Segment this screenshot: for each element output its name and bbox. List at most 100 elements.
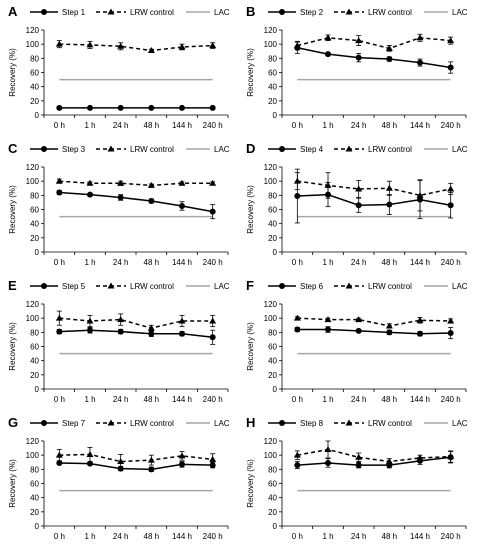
data-point — [294, 462, 301, 469]
data-point — [56, 104, 63, 111]
x-tick-label: 48 h — [382, 532, 398, 541]
x-tick-label: 240 h — [441, 532, 461, 541]
legend-marker-step — [279, 9, 285, 15]
legend-text-step: Step 5 — [62, 282, 86, 291]
x-tick-label: 144 h — [410, 258, 430, 267]
y-tick-label: 20 — [30, 97, 39, 106]
y-tick-label: 40 — [30, 494, 39, 503]
data-point — [148, 104, 155, 111]
legend-marker-step — [279, 283, 285, 289]
x-tick-label: 240 h — [203, 258, 223, 267]
y-axis-label: Recovery (%) — [8, 185, 17, 234]
data-point — [148, 198, 155, 204]
data-point — [325, 51, 331, 58]
legend-text-step: Step 4 — [300, 145, 324, 154]
y-tick-label: 120 — [264, 163, 278, 172]
legend-marker-step — [41, 9, 47, 15]
data-point — [147, 47, 155, 54]
x-tick-label: 0 h — [54, 121, 65, 130]
data-point — [385, 322, 393, 329]
series-lrw-line — [297, 180, 451, 197]
series-lrw-control — [55, 446, 217, 470]
y-tick-label: 0 — [35, 111, 40, 120]
x-tick-label: 0 h — [292, 532, 303, 541]
x-tick-label: 24 h — [351, 395, 367, 404]
legend-text-step: Step 8 — [300, 419, 324, 428]
y-tick-label: 100 — [264, 40, 278, 49]
data-point — [447, 317, 455, 324]
legend-text-lac: LAC — [214, 8, 230, 17]
x-tick-label: 144 h — [410, 121, 430, 130]
x-axis: 0 h 1 h 24 h 48 h 144 h 240 h — [43, 525, 229, 541]
y-tick-label: 120 — [26, 300, 40, 309]
y-tick-label: 0 — [35, 385, 40, 394]
data-point — [209, 455, 217, 462]
y-tick-label: 60 — [30, 206, 39, 215]
legend-text-lac: LAC — [214, 282, 230, 291]
data-point — [447, 185, 455, 192]
data-point — [209, 104, 216, 111]
y-axis-label: Recovery (%) — [8, 459, 17, 508]
panel-label: C — [8, 141, 18, 156]
legend: Step 6 LRW control LAC — [268, 282, 468, 291]
x-tick-label: 1 h — [84, 532, 95, 541]
legend-text-lrw: LRW control — [368, 8, 412, 17]
panel-label: H — [246, 415, 255, 430]
x-tick-label: 48 h — [382, 258, 398, 267]
data-point — [447, 202, 454, 209]
data-point — [178, 179, 186, 186]
y-tick-label: 40 — [30, 220, 39, 229]
y-tick-label: 80 — [268, 328, 277, 337]
data-point — [179, 104, 185, 111]
y-tick-label: 80 — [268, 54, 277, 63]
y-tick-label: 40 — [268, 220, 277, 229]
data-point — [209, 42, 217, 49]
legend: Step 2 LRW control LAC — [268, 8, 468, 17]
x-tick-label: 48 h — [144, 258, 160, 267]
legend: Step 3 LRW control LAC — [30, 145, 230, 154]
data-point — [386, 56, 393, 63]
series-step-line — [59, 191, 213, 213]
legend-text-lac: LAC — [214, 419, 230, 428]
data-point — [87, 460, 93, 467]
data-point — [293, 451, 301, 458]
x-tick-label: 240 h — [203, 121, 223, 130]
x-axis: 0 h 1 h 24 h 48 h 144 h 240 h — [281, 114, 467, 130]
panel-a: A Step 1 LRW control LAC Recovery (%) 0 20 40 60… — [8, 4, 230, 130]
x-axis: 0 h 1 h 24 h 48 h 144 h 240 h — [281, 388, 467, 404]
y-tick-label: 80 — [268, 465, 277, 474]
x-tick-label: 24 h — [113, 258, 129, 267]
data-point — [294, 326, 301, 333]
legend-text-lrw: LRW control — [130, 282, 174, 291]
data-point — [179, 202, 185, 209]
legend: Step 8 LRW control LAC — [268, 419, 468, 428]
y-tick-label: 120 — [26, 163, 40, 172]
data-point — [117, 194, 124, 201]
y-tick-label: 0 — [35, 522, 40, 531]
data-point — [87, 104, 93, 111]
y-tick-label: 60 — [268, 343, 277, 352]
x-tick-label: 240 h — [441, 258, 461, 267]
data-point — [447, 37, 455, 44]
data-point — [324, 316, 332, 323]
y-tick-label: 80 — [30, 328, 39, 337]
y-tick-label: 120 — [26, 437, 40, 446]
legend-marker-step — [279, 146, 285, 152]
x-tick-label: 48 h — [144, 395, 160, 404]
legend-marker-step — [279, 420, 285, 426]
data-point — [148, 330, 155, 337]
y-tick-label: 60 — [30, 480, 39, 489]
x-tick-label: 240 h — [441, 395, 461, 404]
y-tick-label: 100 — [26, 177, 40, 186]
data-point — [385, 184, 393, 191]
data-point — [209, 208, 216, 215]
data-point — [355, 54, 362, 61]
data-point — [179, 330, 185, 337]
y-axis: 0 20 40 60 80 100 120 — [264, 26, 283, 120]
y-tick-label: 40 — [268, 494, 277, 503]
data-point — [416, 316, 424, 323]
x-axis: 0 h 1 h 24 h 48 h 144 h 240 h — [43, 388, 229, 404]
y-tick-label: 20 — [268, 234, 277, 243]
x-tick-label: 24 h — [113, 532, 129, 541]
